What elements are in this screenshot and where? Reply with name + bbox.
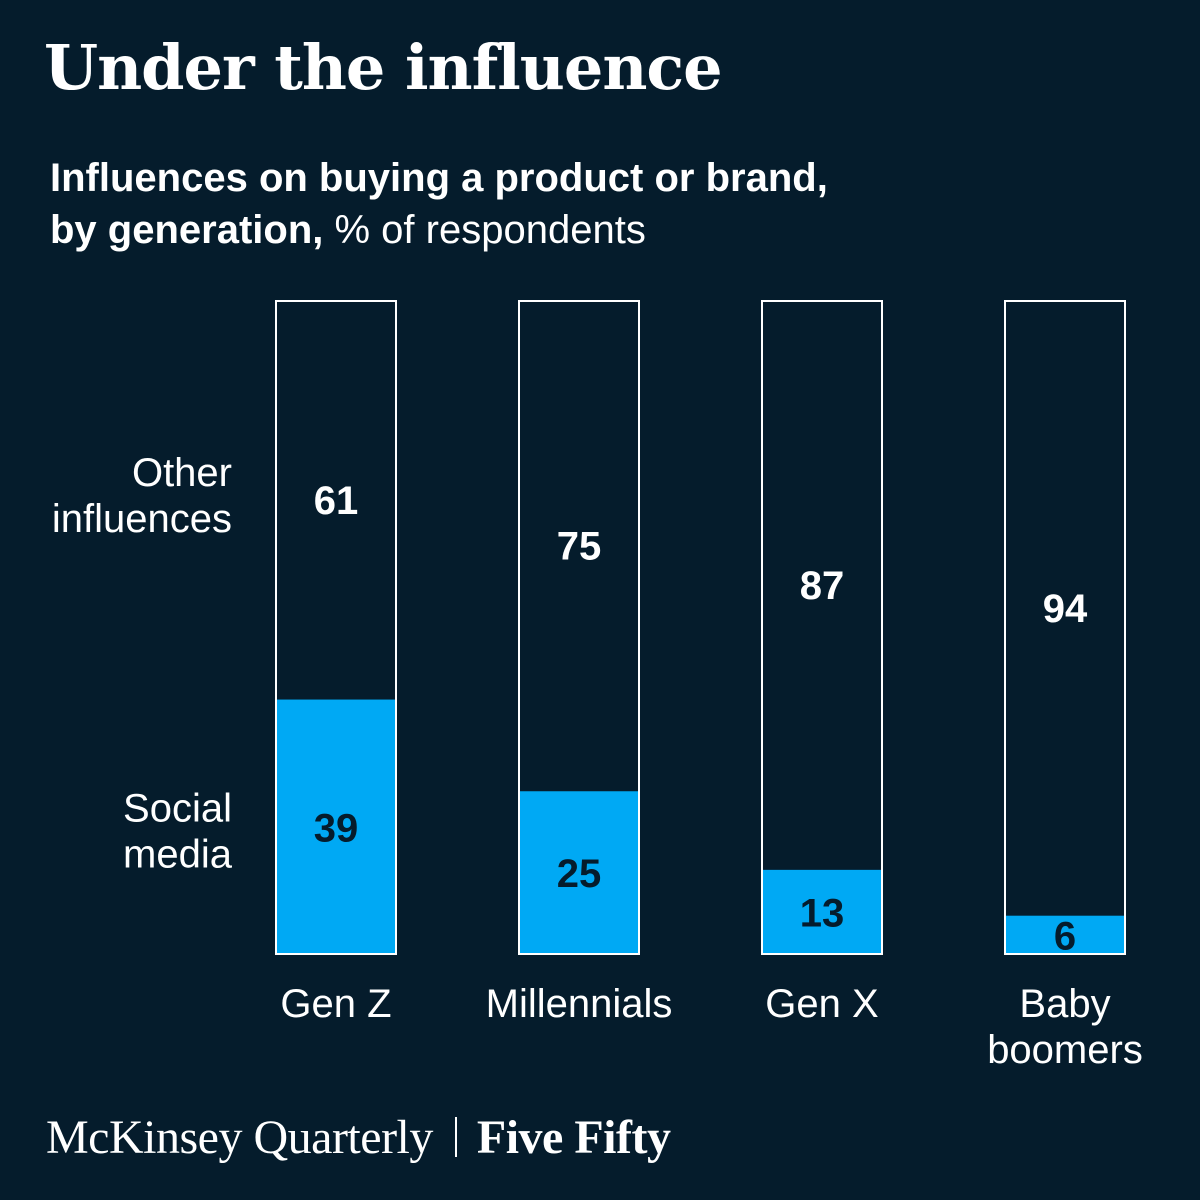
category-label-millennials: Millennials xyxy=(486,982,673,1026)
value-label-social-millennials: 25 xyxy=(557,852,602,896)
value-label-other-baby-boomers: 94 xyxy=(1043,587,1088,631)
value-label-other-gen-z: 61 xyxy=(314,479,359,523)
bar-social-gen-x xyxy=(761,869,883,955)
footer-divider xyxy=(454,1117,457,1157)
bar-other-gen-z xyxy=(275,300,397,700)
bar-outline-millennials xyxy=(518,300,640,955)
series-label-social-media: Social media xyxy=(123,786,233,876)
bar-outline-gen-z xyxy=(275,300,397,955)
bar-other-millennials xyxy=(518,300,640,792)
chart-subtitle: Influences on buying a product or brand,… xyxy=(50,152,828,256)
bar-other-gen-x xyxy=(761,300,883,870)
value-label-other-millennials: 75 xyxy=(557,525,602,569)
category-label-gen-z: Gen Z xyxy=(280,982,391,1026)
section-name: Five Fifty xyxy=(476,1111,671,1164)
category-label-gen-x: Gen X xyxy=(765,982,878,1026)
bar-outline-gen-x xyxy=(761,300,883,955)
bar-other-baby-boomers xyxy=(1004,300,1126,916)
bar-social-baby-boomers xyxy=(1004,915,1126,955)
subtitle-line-1: Influences on buying a product or brand, xyxy=(50,156,828,200)
category-label-baby-boomers: Baby boomers xyxy=(987,982,1143,1072)
bar-social-gen-z xyxy=(275,699,397,955)
value-label-social-baby-boomers: 6 xyxy=(1054,914,1076,958)
footer: McKinsey Quarterly Five Fifty xyxy=(46,1108,671,1168)
bar-social-millennials xyxy=(518,791,640,955)
series-label-other-influences: Other influences xyxy=(52,451,232,541)
subtitle-unit: % of respondents xyxy=(323,208,646,252)
publication-name: McKinsey Quarterly xyxy=(46,1111,433,1164)
value-label-social-gen-z: 39 xyxy=(314,806,359,850)
bar-outline-baby-boomers xyxy=(1004,300,1126,955)
value-label-other-gen-x: 87 xyxy=(800,564,845,608)
subtitle-line-2: by generation, xyxy=(50,208,324,252)
chart-title: Under the influence xyxy=(44,31,723,104)
value-label-social-gen-x: 13 xyxy=(800,891,845,935)
